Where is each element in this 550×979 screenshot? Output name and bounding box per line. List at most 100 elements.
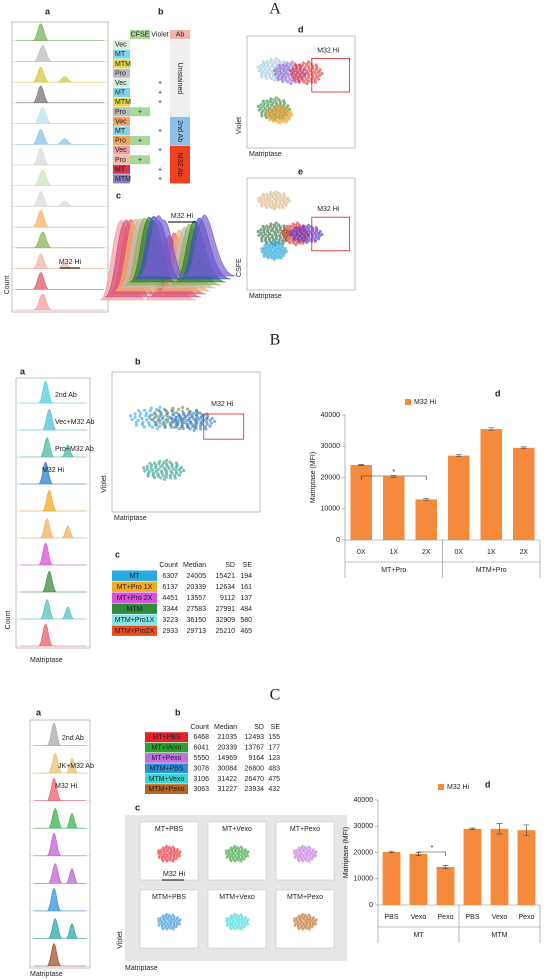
label: MT+Pexo [151, 755, 181, 762]
event-dot [276, 230, 280, 234]
event-dot [155, 427, 159, 431]
event-dot [282, 120, 286, 124]
event-dot [167, 918, 171, 922]
label: + [138, 157, 142, 164]
label: Pro [115, 70, 126, 77]
event-dot [279, 71, 284, 75]
event-dot [295, 66, 299, 70]
label: Violet [117, 931, 124, 948]
event-dot [306, 236, 311, 240]
error-bar [488, 427, 495, 431]
event-dot [302, 239, 306, 243]
event-dot [268, 99, 272, 104]
event-dot [136, 418, 140, 422]
event-dot [177, 467, 182, 471]
event-dot [194, 423, 198, 427]
label: c [116, 190, 121, 200]
event-dot [265, 76, 269, 80]
event-dot [286, 196, 290, 200]
event-dot [259, 67, 263, 71]
event-dot [301, 224, 305, 228]
scatter-frame [111, 371, 261, 513]
event-dot [225, 851, 228, 855]
label: Count [190, 724, 209, 731]
label: Violet [236, 117, 243, 134]
event-dot [237, 858, 241, 862]
event-dot [225, 919, 228, 923]
label: 194 [240, 573, 252, 580]
event-dot [291, 70, 296, 74]
event-dot [277, 98, 281, 102]
event-dot [178, 854, 182, 858]
event-dot [265, 224, 269, 228]
event-dot [165, 414, 169, 418]
event-dot [225, 924, 229, 927]
event-dot [303, 65, 307, 69]
label: a [45, 6, 51, 16]
event-dot [309, 62, 313, 66]
event-dot [297, 226, 301, 230]
label: 123 [268, 755, 280, 762]
histogram-trace [16, 129, 104, 145]
event-dot [233, 844, 236, 848]
event-dot [165, 859, 169, 863]
event-dot [162, 420, 166, 424]
label: Vec [115, 80, 127, 87]
event-dot [275, 63, 279, 67]
row-swatch [112, 625, 157, 636]
histogram-trace [34, 722, 86, 746]
event-dot [312, 70, 316, 74]
event-dot [271, 119, 276, 123]
label: CSFE [236, 258, 243, 277]
event-dot [313, 80, 318, 84]
event-dot [300, 75, 304, 80]
event-dot [176, 412, 181, 416]
event-dot [266, 234, 270, 238]
event-dot [199, 427, 203, 431]
label: * [431, 845, 434, 852]
event-dot [260, 111, 264, 115]
event-dot [272, 68, 277, 73]
event-dot [275, 104, 279, 109]
event-dot [279, 256, 283, 260]
event-dot [300, 914, 304, 918]
event-dot [262, 62, 267, 67]
event-dot [171, 420, 175, 424]
event-dot [269, 97, 273, 101]
event-dot [237, 926, 241, 930]
event-dot [262, 65, 266, 69]
label: 9112 [220, 595, 235, 602]
event-dot [169, 856, 173, 860]
bar [490, 828, 509, 905]
label: Pro [115, 157, 126, 164]
event-dot [170, 417, 174, 421]
label: 27991 [216, 606, 236, 613]
event-dot [141, 420, 145, 424]
event-dot [153, 415, 157, 419]
event-dot [293, 226, 298, 230]
event-dot [277, 223, 281, 227]
event-dot [233, 927, 237, 931]
event-dot [271, 238, 276, 242]
hist-frame [15, 377, 91, 649]
label: M32 Hi [317, 206, 340, 213]
event-dot [305, 926, 309, 930]
label: MTM+Pro [476, 567, 507, 574]
event-dot [143, 469, 147, 473]
label: Median [214, 724, 237, 731]
event-dot [269, 241, 274, 245]
label: JK+M32 Ab [58, 763, 94, 770]
bar [350, 465, 372, 540]
event-dot [157, 849, 160, 853]
event-dot [298, 848, 302, 852]
event-dot [301, 927, 305, 931]
event-dot [179, 465, 184, 470]
event-dot [274, 234, 278, 238]
histogram-trace [20, 380, 86, 404]
error-bar [358, 464, 365, 466]
event-dot [163, 408, 168, 412]
event-dot [286, 227, 290, 231]
label: PBS [465, 914, 479, 921]
bar [513, 447, 535, 540]
event-dot [290, 64, 295, 68]
